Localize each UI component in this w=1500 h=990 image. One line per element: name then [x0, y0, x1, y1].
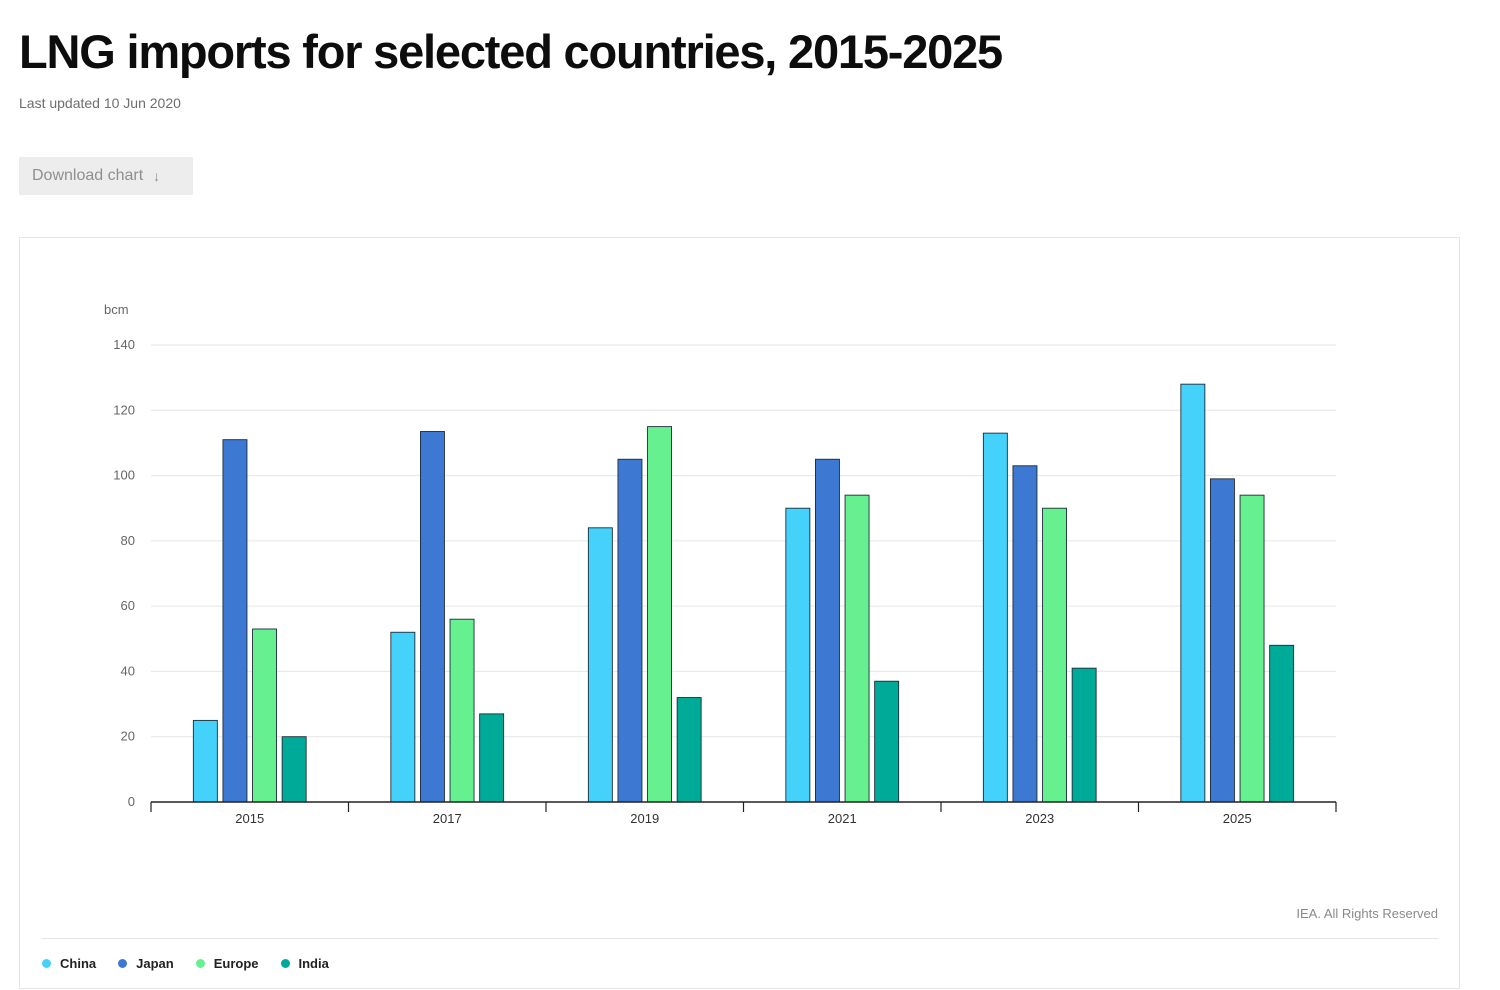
bar-japan-2017 [420, 431, 445, 803]
legend-item-india[interactable]: India [280, 956, 329, 971]
y-tick-label: 80 [121, 533, 135, 548]
legend-swatch-icon [280, 959, 290, 968]
x-tick-label: 2021 [828, 811, 857, 826]
y-tick-label: 100 [113, 468, 135, 483]
bar-china-2021 [785, 507, 811, 803]
legend-divider [42, 938, 1438, 939]
bar-europe-2017 [449, 618, 475, 803]
bar-india-2025 [1269, 644, 1295, 803]
x-tick-label: 2017 [433, 811, 462, 826]
y-axis: bcm 0 20 40 60 80 100 120 140 [104, 302, 135, 809]
y-tick-label: 60 [121, 598, 135, 613]
chart-legend: China Japan Europe India [42, 956, 351, 971]
bars [192, 383, 1295, 803]
chart-card: 2015 2017 2019 2021 2023 2025 bcm 0 20 40 60 80 10… [19, 237, 1460, 989]
bar-europe-2021 [844, 494, 870, 803]
legend-item-japan[interactable]: Japan [118, 956, 174, 971]
bar-europe-2025 [1239, 494, 1265, 803]
bar-china-2023 [982, 432, 1008, 803]
legend-swatch-icon [42, 959, 51, 968]
bar-chart: 2015 2017 2019 2021 2023 2025 bcm 0 20 40 60 80 10… [104, 302, 1337, 826]
legend-swatch-icon [195, 959, 205, 968]
bar-japan-2021 [815, 458, 840, 803]
bar-japan-2019 [617, 458, 643, 803]
bar-japan-2023 [1012, 465, 1038, 803]
bar-europe-2015 [252, 628, 278, 803]
legend-label: India [298, 956, 329, 971]
y-tick-label: 140 [113, 337, 135, 352]
legend-swatch-icon [118, 959, 128, 968]
bar-japan-2015 [222, 439, 248, 803]
legend-label: Europe [213, 956, 259, 971]
download-chart-button[interactable]: Download chart ↓ [19, 157, 193, 195]
copyright-notice: IEA. All Rights Reserved [1296, 906, 1438, 921]
x-tick-label: 2015 [235, 811, 264, 826]
legend-item-china[interactable]: China [42, 956, 96, 971]
y-tick-label: 0 [128, 794, 135, 809]
page-title: LNG imports for selected countries, 2015… [19, 25, 1003, 78]
gridlines [151, 344, 1336, 738]
bar-india-2023 [1071, 667, 1097, 803]
bar-india-2021 [874, 680, 900, 803]
bar-india-2015 [281, 736, 307, 803]
bar-india-2019 [676, 697, 702, 803]
bar-europe-2023 [1042, 507, 1067, 803]
bar-china-2025 [1180, 383, 1206, 803]
bar-europe-2019 [647, 426, 672, 803]
x-tick-label: 2019 [630, 811, 659, 826]
bar-india-2017 [479, 713, 505, 803]
y-tick-label: 20 [121, 729, 135, 744]
x-axis: 2015 2017 2019 2021 2023 2025 [150, 801, 1337, 826]
legend-label: China [60, 956, 97, 971]
y-tick-label: 40 [121, 663, 135, 678]
last-updated: Last updated 10 Jun 2020 [19, 95, 181, 111]
bar-japan-2025 [1209, 478, 1235, 803]
arrow-down-icon: ↓ [153, 168, 161, 184]
legend-label: Japan [136, 956, 174, 971]
download-chart-label: Download chart [32, 167, 144, 184]
y-axis-unit-label: bcm [104, 302, 129, 317]
legend-item-europe[interactable]: Europe [195, 956, 259, 971]
bar-china-2019 [587, 527, 613, 803]
bar-china-2017 [390, 631, 416, 803]
bar-china-2015 [192, 719, 218, 803]
x-tick-label: 2023 [1025, 811, 1054, 826]
y-tick-label: 120 [113, 402, 135, 417]
x-tick-label: 2025 [1223, 811, 1252, 826]
